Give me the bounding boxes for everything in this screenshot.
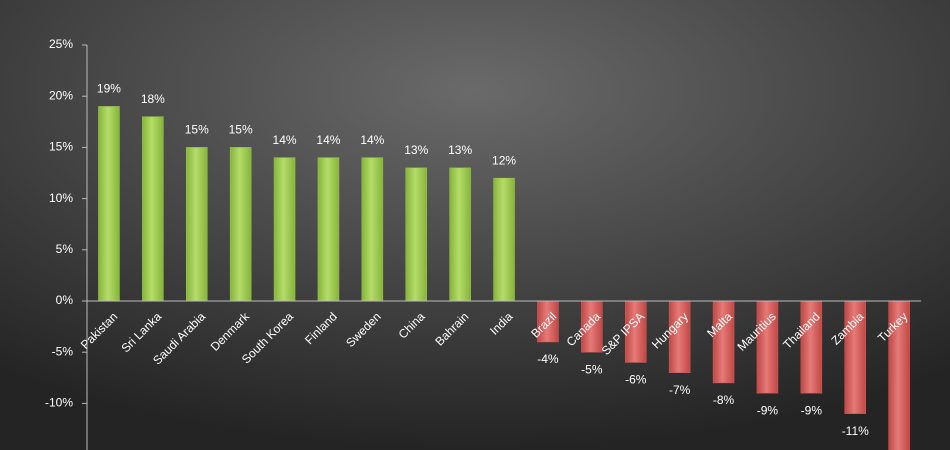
data-label: -9% [801,403,823,417]
y-tick-label: 15% [49,140,73,154]
data-label: 19% [97,82,121,96]
bar [186,147,208,302]
bar [405,167,427,302]
y-tick-label: 10% [49,191,73,205]
data-label: 13% [404,143,428,157]
data-label: 14% [360,133,384,147]
data-label: 15% [185,123,209,137]
data-label: -9% [757,403,779,417]
data-label: 18% [141,92,165,106]
data-label: -8% [713,393,735,407]
bar [273,157,296,302]
data-label: -4% [537,352,559,366]
data-label: 14% [316,133,340,147]
data-label: 15% [229,123,253,137]
bar [493,177,515,302]
data-label: 13% [448,143,472,157]
data-label: -6% [625,373,647,387]
bar [361,157,384,302]
bar [98,106,120,302]
data-label: -7% [669,383,691,397]
y-tick-label: -5% [52,344,74,358]
y-tick-label: -10% [45,396,73,410]
bar [449,167,471,302]
data-label: -11% [842,424,869,438]
bar [229,147,252,302]
bar [142,116,164,302]
y-tick-label: 20% [49,88,73,102]
y-tick-label: 5% [56,242,74,256]
y-tick-label: 0% [56,293,74,307]
bar [317,157,340,302]
data-label: -5% [581,362,603,376]
data-label: 14% [273,133,297,147]
data-label: 12% [492,153,516,167]
y-tick-label: 25% [49,37,73,51]
